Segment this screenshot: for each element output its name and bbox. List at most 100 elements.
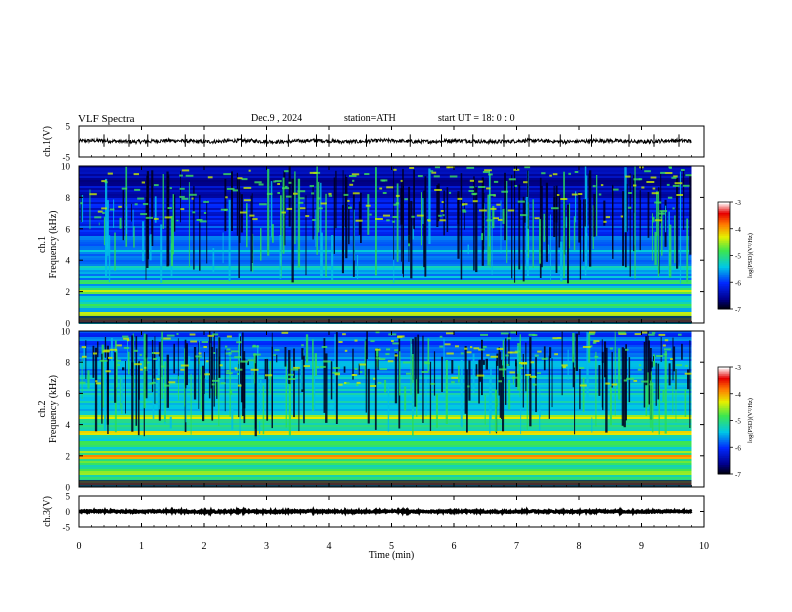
ch1-spectrogram-sferic <box>518 184 521 270</box>
ch1-spectrogram-colorbar-step <box>718 250 730 253</box>
ch2-spectrogram-sferic <box>208 331 211 399</box>
ch1-spectrogram-haze <box>203 200 209 203</box>
ch2-spectrogram-haze <box>190 340 198 343</box>
time-axis-tick-label: 3 <box>264 541 269 552</box>
ch2-spectrogram-sferic <box>298 367 300 432</box>
ch1-spectrogram-haze <box>382 192 387 194</box>
ch2-spectrogram-haze <box>81 346 86 349</box>
ch1-spectrogram-haze <box>488 194 496 196</box>
ch1-spectrogram-haze <box>179 174 183 177</box>
ch1-spectrogram-sferic <box>424 176 427 277</box>
ch1-spectrogram-haze <box>369 213 372 216</box>
ch2-spectrogram-haze <box>198 352 202 355</box>
ch2-spectrogram-sferic <box>586 331 589 398</box>
ch2-spectrogram-sferic <box>132 333 134 389</box>
ch1-spectrogram-colorbar-step <box>718 284 730 287</box>
ch2-spectrogram-sferic <box>601 339 603 408</box>
ch2-spectrogram-sferic <box>104 337 107 358</box>
ch2-spectrogram-sferic <box>649 371 652 428</box>
ch1-spectrogram-row <box>79 256 692 258</box>
ch2-spectrogram-haze <box>467 385 470 388</box>
ch1-spectrogram-sferic <box>145 197 147 280</box>
ch2-spectrogram-sferic <box>224 349 226 412</box>
ch1-spectrogram-row <box>79 286 692 288</box>
ch1-spectrogram-row <box>79 188 692 190</box>
ch2-spectrogram-sferic <box>515 362 518 387</box>
ch2-spectrogram-row <box>79 463 692 465</box>
ch1-spectrogram-haze <box>469 186 475 189</box>
ch2-spectrogram-colorbar-step <box>718 454 730 457</box>
ch1-spectrogram-haze <box>472 200 478 203</box>
ch1-spectrogram-haze <box>441 201 444 203</box>
ch1-spectrogram-sferic <box>345 177 348 259</box>
ch1-spectrogram-haze <box>447 166 455 169</box>
ch2-spectrogram-colorbar-tick-label: -7 <box>735 471 741 479</box>
ch2-spectrogram-haze <box>637 368 642 371</box>
ch2-spectrogram-sferic <box>330 361 333 400</box>
ch2-spectrogram-sferic <box>522 353 524 408</box>
ch1-spectrogram-haze <box>469 179 474 182</box>
ch2-spectrogram-sferic <box>83 347 86 362</box>
ch2-spectrogram-sferic <box>611 351 613 388</box>
ch2-spectrogram-sferic <box>445 359 448 424</box>
ch2-spectrogram-colorbar-step <box>718 447 730 450</box>
ch1-spectrogram-haze <box>658 212 665 215</box>
ch1-spectrogram-haze <box>534 217 540 220</box>
ch2-spectrogram-row <box>79 353 692 355</box>
ch2-spectrogram-colorbar-step <box>718 374 730 377</box>
ch2-spectrogram-sferic <box>489 379 491 434</box>
time-axis-tick-label: 1 <box>139 541 144 552</box>
ch1-spectrogram-haze <box>620 215 624 218</box>
ch1-spectrogram-row <box>79 288 692 290</box>
ch1-spectrogram-sferic <box>428 168 431 244</box>
ch2-spectrogram-sferic <box>672 337 674 381</box>
ch1-spectrogram-haze <box>80 202 83 205</box>
ch2-spectrogram-haze <box>466 351 472 354</box>
ch2-spectrogram-haze <box>510 351 518 354</box>
ch2-spectrogram-colorbar-step <box>718 449 730 452</box>
ch1-spectrogram-haze <box>293 192 298 195</box>
ch1-spectrogram-sferic <box>106 221 109 249</box>
ch1-spectrogram-colorbar-step <box>718 296 730 299</box>
ch2-spectrogram-haze <box>225 352 232 355</box>
ch2-spectrogram-row <box>79 457 692 459</box>
ch2-spectrogram-sferic <box>157 356 160 410</box>
ch3-waveform-ylabel: ch.3(V) <box>42 496 53 527</box>
ch2-spectrogram-y-tick-label: 0 <box>66 483 71 493</box>
ch1-spectrogram-row <box>79 166 692 168</box>
ch1-spectrogram-haze <box>203 212 207 214</box>
ch1-spectrogram-sferic <box>437 183 440 222</box>
ch2-spectrogram-row <box>79 431 692 433</box>
ch2-spectrogram-haze <box>201 341 208 343</box>
ch2-spectrogram-sferic <box>605 347 608 433</box>
ch2-spectrogram-haze <box>641 380 648 383</box>
ch1-spectrogram-haze <box>497 218 503 221</box>
ch2-spectrogram-haze <box>385 353 390 356</box>
ch2-spectrogram-haze <box>234 356 242 359</box>
ch2-spectrogram-haze <box>421 371 429 373</box>
ch2-spectrogram-sferic <box>367 368 370 424</box>
ch1-spectrogram-haze <box>254 181 262 184</box>
ch1-spectrogram-haze <box>644 170 651 173</box>
ch2-spectrogram-sferic <box>97 396 101 415</box>
ch1-spectrogram-sferic <box>133 226 135 248</box>
ch1-spectrogram-colorbar-step <box>718 223 730 226</box>
ch1-spectrogram-sferic <box>596 175 598 236</box>
ch2-spectrogram-sferic <box>285 364 287 428</box>
ch1-spectrogram-haze <box>646 181 655 183</box>
ch1-spectrogram-sferic <box>563 171 565 279</box>
ch2-spectrogram-sferic <box>614 331 616 416</box>
ch2-spectrogram-sferic <box>515 359 518 367</box>
ch2-spectrogram-haze <box>108 356 113 359</box>
ch1-spectrogram-haze <box>288 181 292 184</box>
ch2-spectrogram-haze <box>354 339 358 342</box>
ch1-spectrogram-row <box>79 270 692 272</box>
ch1-spectrogram-sferic <box>188 182 190 268</box>
ch1-spectrogram-row <box>79 274 692 276</box>
ch2-spectrogram-haze <box>455 345 459 348</box>
ch2-spectrogram-colorbar-step <box>718 383 730 386</box>
ch1-spectrogram-sferic <box>172 194 174 255</box>
ch1-spectrogram-haze <box>181 197 189 200</box>
ch1-spectrogram-sferic <box>473 176 475 271</box>
ch2-spectrogram-haze <box>99 359 108 362</box>
